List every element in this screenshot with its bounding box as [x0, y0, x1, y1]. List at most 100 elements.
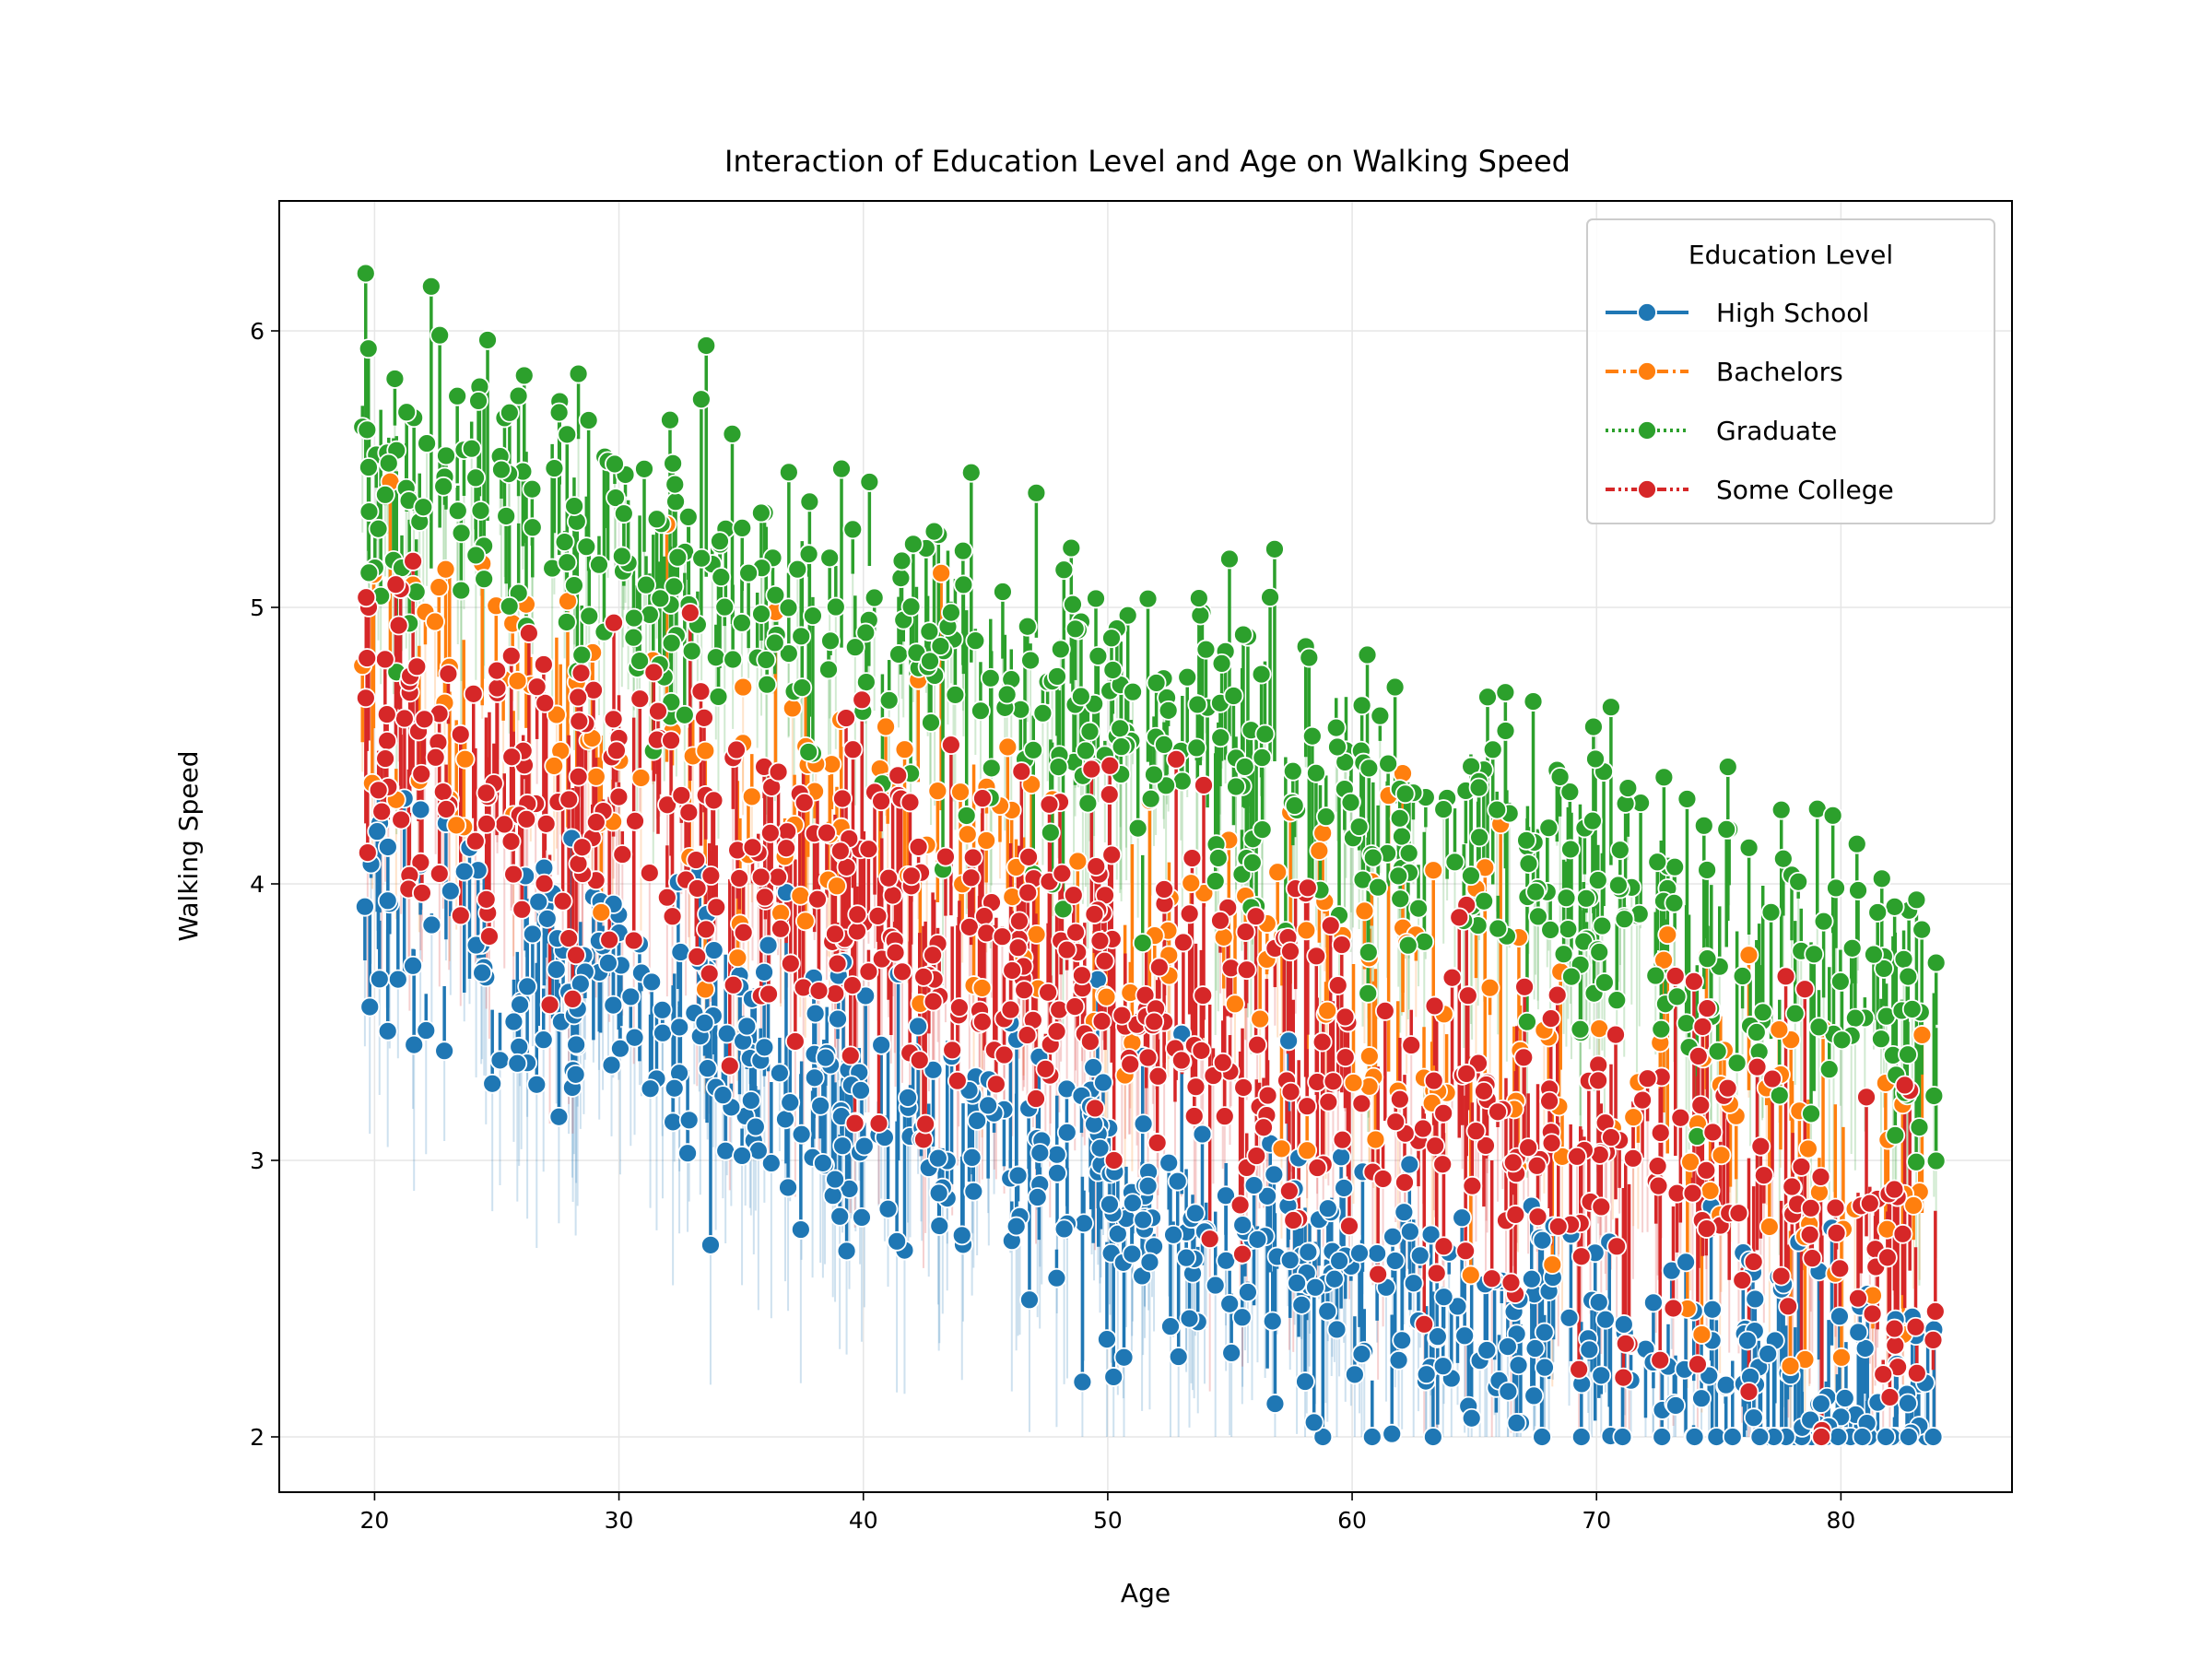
- chart-title: Interaction of Education Level and Age o…: [724, 144, 1571, 179]
- data-point: [1424, 995, 1445, 1017]
- data-point: [1874, 959, 1894, 979]
- data-point: [533, 1030, 554, 1051]
- data-point: [1247, 1229, 1268, 1250]
- data-point: [1905, 1316, 1926, 1337]
- data-point: [1749, 1427, 1771, 1447]
- data-point: [803, 606, 823, 627]
- data-point: [1127, 818, 1148, 839]
- data-point: [1559, 782, 1581, 803]
- data-point: [513, 365, 535, 386]
- data-point: [825, 1169, 845, 1190]
- data-point: [1023, 739, 1044, 760]
- data-point: [434, 1041, 455, 1062]
- data-point: [812, 1152, 833, 1173]
- data-point: [1295, 1371, 1315, 1392]
- data-point: [878, 689, 900, 711]
- data-point: [953, 574, 974, 595]
- data-point: [1179, 1308, 1200, 1329]
- data-point: [585, 766, 606, 787]
- data-point: [591, 902, 612, 923]
- data-point: [951, 1225, 972, 1246]
- data-point: [1398, 842, 1419, 864]
- data-point: [1433, 799, 1454, 819]
- data-point: [1384, 677, 1406, 698]
- data-point: [976, 830, 997, 851]
- data-point: [1775, 966, 1796, 987]
- data-point: [1700, 1181, 1721, 1201]
- data-point: [1711, 1145, 1732, 1166]
- data-point: [810, 1095, 831, 1116]
- data-point: [1213, 926, 1234, 947]
- data-point: [522, 478, 543, 500]
- data-point: [1070, 686, 1091, 707]
- data-point: [613, 503, 634, 524]
- data-point: [465, 830, 486, 852]
- data-point: [1413, 1118, 1433, 1139]
- data-point: [653, 1022, 673, 1043]
- data-point: [1291, 1294, 1312, 1315]
- data-point: [1359, 758, 1380, 779]
- data-point: [1349, 1242, 1370, 1264]
- data-point: [931, 562, 952, 583]
- data-point: [1909, 1117, 1930, 1137]
- data-point: [568, 766, 589, 787]
- data-point: [1791, 1157, 1812, 1177]
- data-point: [664, 1077, 685, 1099]
- data-point: [1892, 1223, 1913, 1244]
- data-point: [1665, 1395, 1686, 1416]
- data-point: [1716, 819, 1737, 840]
- data-point: [1397, 935, 1418, 956]
- data-point: [831, 458, 852, 479]
- data-point: [1378, 753, 1399, 774]
- data-point: [1422, 1427, 1443, 1447]
- data-point: [908, 1016, 929, 1037]
- data-point: [1848, 1322, 1869, 1343]
- data-point: [921, 712, 941, 733]
- data-point: [960, 867, 982, 888]
- data-point: [971, 978, 993, 998]
- data-point: [377, 837, 398, 857]
- data-point: [1297, 1140, 1318, 1161]
- data-point: [691, 547, 712, 569]
- data-point: [1392, 1330, 1413, 1351]
- data-point: [690, 389, 712, 410]
- data-point: [1205, 1275, 1226, 1296]
- data-point: [403, 550, 424, 571]
- data-point: [1664, 892, 1685, 913]
- data-point: [579, 606, 600, 627]
- data-point: [1299, 647, 1320, 668]
- data-point: [754, 961, 774, 982]
- data-point: [1513, 1047, 1535, 1068]
- data-point: [678, 1110, 700, 1131]
- data-point: [852, 1207, 872, 1228]
- data-point: [1549, 767, 1571, 787]
- data-point: [1192, 1124, 1213, 1145]
- data-point: [489, 1050, 511, 1071]
- data-point: [855, 622, 877, 643]
- data-point: [1898, 1393, 1918, 1414]
- data-points: [352, 263, 1947, 1447]
- data-point: [859, 472, 880, 492]
- data-point: [1348, 817, 1370, 837]
- data-point: [1086, 588, 1106, 609]
- data-point: [902, 534, 924, 555]
- data-point: [1252, 819, 1273, 840]
- data-point: [1697, 948, 1718, 970]
- data-point: [1666, 986, 1688, 1007]
- data-point: [1399, 1221, 1420, 1242]
- data-point: [491, 459, 512, 480]
- data-point: [605, 453, 625, 475]
- data-point: [1810, 1394, 1831, 1414]
- data-point: [1525, 881, 1547, 902]
- data-point: [1017, 616, 1038, 637]
- data-point: [566, 1034, 587, 1055]
- data-point: [421, 914, 442, 935]
- data-point: [1389, 807, 1410, 829]
- data-point: [677, 507, 699, 527]
- data-point: [571, 644, 593, 665]
- data-point: [1846, 833, 1867, 854]
- data-point: [359, 996, 381, 1018]
- data-point: [997, 736, 1018, 758]
- data-point: [674, 704, 695, 725]
